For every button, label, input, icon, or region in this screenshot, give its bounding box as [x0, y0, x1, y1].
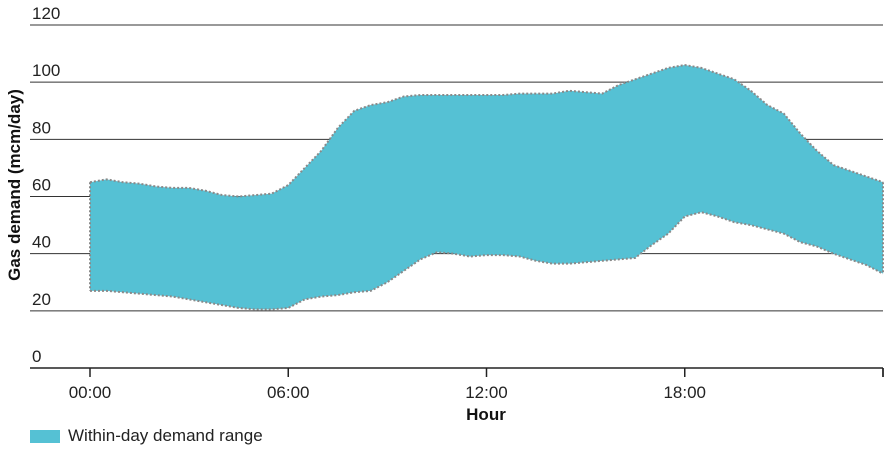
x-tick-label-0: 00:00	[69, 383, 112, 402]
legend-swatch	[30, 429, 60, 443]
x-axis-title: Hour	[466, 405, 506, 424]
y-tick-label-40: 40	[32, 233, 51, 252]
x-tick-label-18: 18:00	[663, 383, 706, 402]
y-tick-labels: 0 20 40 60 80 100 120	[32, 4, 60, 366]
y-tick-label-80: 80	[32, 118, 51, 137]
y-tick-label-0: 0	[32, 347, 41, 366]
y-tick-label-20: 20	[32, 290, 51, 309]
y-tick-label-100: 100	[32, 61, 60, 80]
area-within-day-range	[90, 65, 883, 310]
y-tick-label-120: 120	[32, 4, 60, 23]
y-axis-title: Gas demand (mcm/day)	[5, 89, 24, 281]
legend: Within-day demand range	[30, 426, 263, 446]
x-axis: 00:00 06:00 12:00 18:00	[30, 367, 884, 402]
x-tick-label-12: 12:00	[465, 383, 508, 402]
legend-label: Within-day demand range	[68, 426, 263, 445]
x-tick-label-6: 06:00	[267, 383, 310, 402]
y-tick-label-60: 60	[32, 176, 51, 195]
lower-boundary-line	[90, 211, 884, 311]
upper-boundary-line	[89, 64, 884, 198]
area-layer	[89, 64, 884, 311]
